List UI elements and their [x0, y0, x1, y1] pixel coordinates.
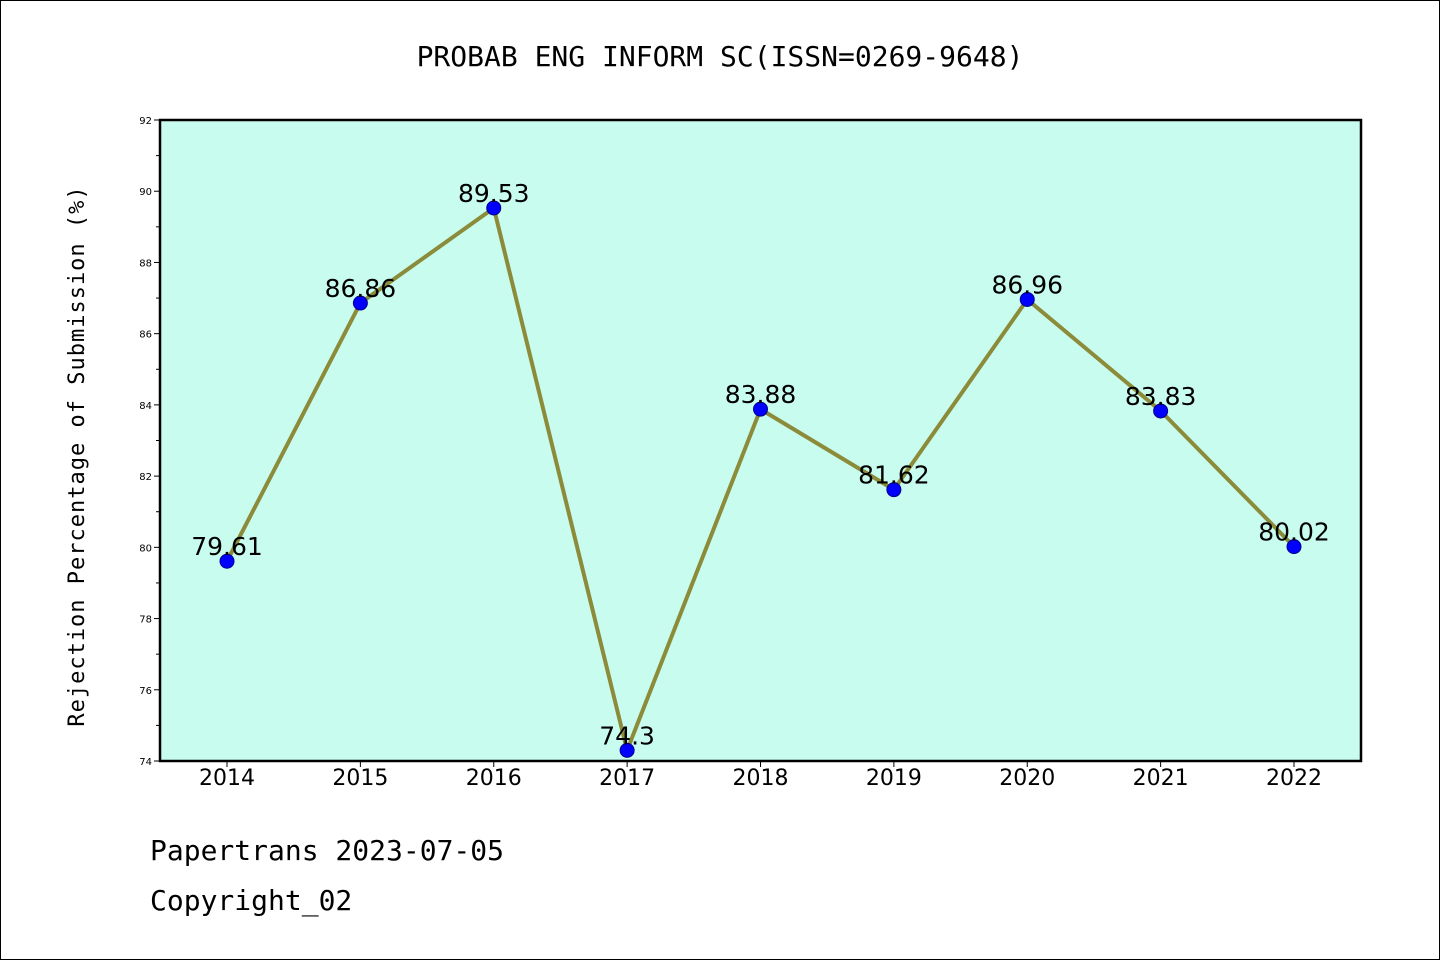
- x-tick-label: 2022: [1266, 766, 1322, 791]
- y-tick-label: 80: [139, 543, 152, 554]
- x-tick-label: 2015: [332, 766, 388, 791]
- data-label: 81.62: [858, 461, 930, 490]
- data-point: [1019, 291, 1035, 307]
- x-tick-label: 2017: [599, 766, 655, 791]
- data-point: [753, 401, 768, 417]
- data-label: 74.3: [599, 721, 655, 750]
- x-tick-label: 2014: [199, 766, 255, 791]
- data-label: 86.96: [991, 270, 1063, 299]
- plot-area: [160, 120, 1361, 761]
- data-point: [619, 742, 635, 758]
- footer-copyright: Copyright_02: [150, 884, 353, 917]
- data-point: [886, 482, 902, 498]
- footer-date: Papertrans 2023-07-05: [150, 834, 505, 867]
- data-point: [486, 200, 502, 216]
- x-tick-label: 2016: [466, 766, 522, 791]
- x-tick-label: 2018: [733, 766, 789, 791]
- x-tick-label: 2020: [999, 766, 1055, 791]
- data-point: [352, 295, 368, 311]
- chart-title: PROBAB ENG INFORM SC(ISSN=0269-9648): [417, 40, 1024, 73]
- data-point: [1153, 403, 1169, 419]
- data-label: 83.83: [1125, 382, 1197, 411]
- y-tick-label: 74: [139, 757, 152, 768]
- y-tick-label: 86: [139, 330, 152, 341]
- x-tick-label: 2019: [866, 766, 922, 791]
- y-tick-label: 84: [139, 401, 152, 412]
- data-point: [1286, 539, 1302, 555]
- data-label: 89.53: [458, 179, 530, 208]
- data-label: 80.02: [1258, 518, 1330, 547]
- data-label: 86.86: [325, 274, 397, 303]
- x-tick-label: 2021: [1133, 766, 1189, 791]
- data-label: 83.88: [725, 380, 797, 409]
- y-tick-label: 90: [139, 187, 152, 198]
- y-axis-label: Rejection Percentage of Submission (%): [65, 185, 90, 726]
- axis-ticks: 74 76 78 80 82 84 86 88 90 92 2014 2015 2016 2017 2018…: [139, 116, 1322, 791]
- data-markers: [219, 200, 1302, 758]
- plot-border: [158, 118, 1363, 763]
- data-label: 79.61: [191, 532, 263, 561]
- y-tick-label: 92: [139, 116, 152, 127]
- y-tick-label: 76: [139, 686, 152, 697]
- data-point: [219, 553, 235, 569]
- y-tick-label: 78: [139, 615, 152, 626]
- data-labels: 79.61 86.86 89.53 74.3 83.88 81.62 86.96 83.83 8…: [191, 179, 1330, 750]
- y-tick-label: 82: [139, 472, 152, 483]
- y-tick-label: 88: [139, 258, 152, 269]
